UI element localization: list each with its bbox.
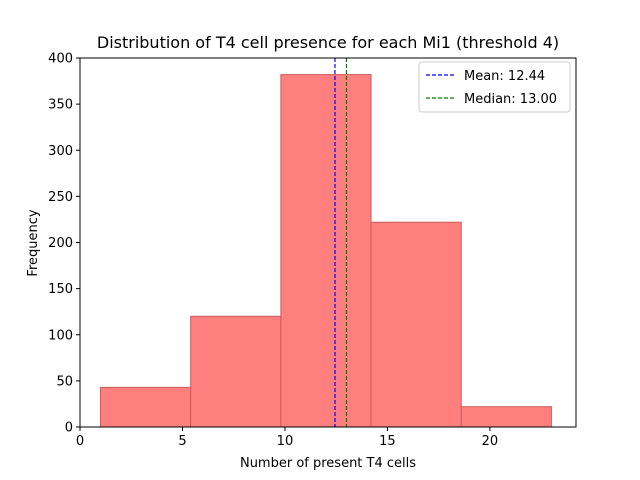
x-axis-ticks: 0 5 10 15 20: [76, 427, 498, 449]
y-tick-label: 150: [48, 282, 73, 297]
y-tick-label: 400: [48, 52, 73, 67]
legend-box: [418, 61, 571, 113]
y-tick-label: 100: [48, 328, 73, 343]
x-tick-label: 20: [482, 434, 499, 449]
x-tick-label: 5: [178, 434, 186, 449]
y-tick-label: 350: [48, 98, 73, 113]
x-axis-label: Number of present T4 cells: [240, 456, 416, 471]
histogram-bar-4: [370, 221, 462, 428]
y-tick-label: 250: [48, 190, 73, 205]
histogram-bar-2: [190, 315, 282, 428]
y-tick-label: 200: [48, 236, 73, 251]
y-tick-label: 50: [56, 374, 73, 389]
x-tick-label: 10: [277, 434, 294, 449]
y-axis-ticks: 0 50 100 150 200 250 300 350 400: [48, 52, 80, 436]
legend-median-label: Median: 13.00: [464, 92, 557, 107]
histogram-bar-1: [99, 386, 192, 428]
y-axis-label: Frequency: [26, 209, 41, 276]
y-tick-label: 0: [65, 421, 73, 436]
histogram-bar-5: [460, 406, 552, 428]
x-tick-label: 15: [379, 434, 396, 449]
plot-area: [99, 58, 552, 428]
legend: Mean: 12.44 Median: 13.00: [418, 61, 571, 113]
x-tick-label: 0: [76, 434, 84, 449]
histogram-bar-3: [280, 74, 372, 428]
legend-mean-label: Mean: 12.44: [464, 69, 545, 84]
y-tick-label: 300: [48, 144, 73, 159]
chart-title: Distribution of T4 cell presence for eac…: [97, 33, 559, 52]
